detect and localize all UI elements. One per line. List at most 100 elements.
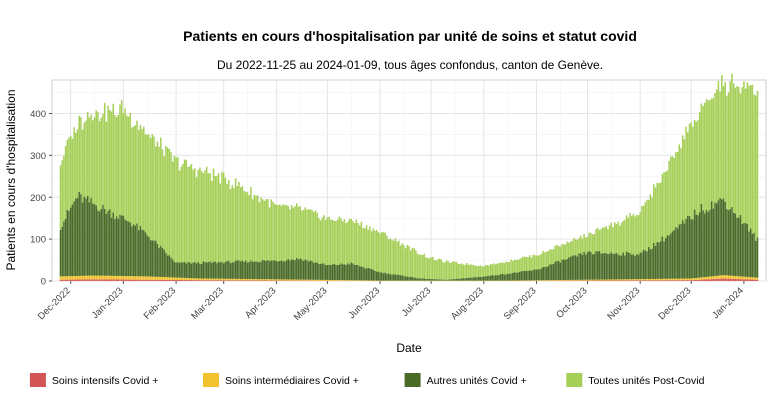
bar-segment <box>214 280 216 281</box>
bar-segment <box>729 275 732 279</box>
bar-segment <box>756 237 759 278</box>
bar-segment <box>586 252 589 280</box>
bar-segment <box>734 213 737 277</box>
bar-segment <box>314 262 317 280</box>
bar-segment <box>530 270 533 281</box>
bar-segment <box>715 275 718 279</box>
bar-segment <box>302 209 305 261</box>
bar-segment <box>267 279 269 281</box>
bar-segment <box>126 279 128 281</box>
bar-segment <box>296 257 298 280</box>
bar-segment <box>236 260 239 279</box>
bar-segment <box>204 170 206 262</box>
bar-segment <box>253 261 256 280</box>
bar-segment <box>234 280 237 281</box>
bar-segment <box>190 164 193 264</box>
bar-segment <box>144 276 147 280</box>
bar-segment <box>357 280 359 281</box>
bar-segment <box>180 166 182 263</box>
bar-segment <box>307 261 310 280</box>
bar-segment <box>755 277 757 280</box>
bar-segment <box>301 259 303 280</box>
bar-segment <box>177 277 179 280</box>
bar-segment <box>430 257 432 279</box>
bar-segment <box>523 256 526 271</box>
bar-segment <box>734 87 737 214</box>
bar-segment <box>296 279 298 281</box>
bar-segment <box>251 199 254 262</box>
bar-segment <box>678 144 681 225</box>
bar-segment <box>151 133 154 241</box>
bar-segment <box>607 280 609 281</box>
bar-segment <box>78 191 80 276</box>
bar-segment <box>131 226 133 277</box>
bar-segment <box>171 277 174 280</box>
bar-segment <box>98 275 101 280</box>
bar-segment <box>595 279 597 281</box>
bar-segment <box>256 280 259 281</box>
bar-segment <box>624 279 626 281</box>
bar-segment <box>219 262 222 279</box>
bar-segment <box>64 218 67 277</box>
bar-segment <box>302 260 305 280</box>
bar-segment <box>664 238 667 279</box>
bar-segment <box>715 203 718 276</box>
bar-segment <box>304 207 307 260</box>
bar-segment <box>75 198 77 277</box>
bar-segment <box>275 260 278 280</box>
bar-segment <box>183 277 186 281</box>
bar-segment <box>617 254 619 280</box>
bar-segment <box>369 226 371 269</box>
bar-segment <box>68 279 70 281</box>
bar-segment <box>695 214 698 278</box>
bar-segment <box>154 240 157 277</box>
bar-segment <box>744 88 747 223</box>
bar-segment <box>727 275 730 279</box>
bar-segment <box>66 209 69 277</box>
bar-segment <box>341 221 344 265</box>
bar-segment <box>103 275 106 280</box>
bar-segment <box>110 275 113 280</box>
bar-segment <box>386 273 388 281</box>
bar-segment <box>508 262 511 274</box>
bar-segment <box>710 98 713 202</box>
bar-segment <box>78 279 80 281</box>
bar-segment <box>647 199 650 248</box>
bar-segment <box>246 279 249 281</box>
bar-segment <box>729 208 732 276</box>
bar-segment <box>279 260 281 280</box>
bar-segment <box>676 278 679 281</box>
bar-segment <box>746 82 749 224</box>
bar-segment <box>253 279 256 281</box>
bar-segment <box>552 263 555 281</box>
bar-segment <box>712 276 715 280</box>
bar-segment <box>251 280 254 281</box>
bar-segment <box>687 132 689 217</box>
bar-segment <box>324 279 327 281</box>
bar-segment <box>641 280 643 281</box>
bar-segment <box>731 278 733 281</box>
bar-segment <box>421 278 424 281</box>
bar-segment <box>168 149 171 256</box>
bar-segment <box>705 276 708 280</box>
bar-segment <box>505 261 507 275</box>
bar-segment <box>350 280 352 281</box>
bar-segment <box>90 279 92 281</box>
bar-segment <box>457 263 460 279</box>
bar-segment <box>61 279 63 281</box>
bar-segment <box>309 260 312 280</box>
bar-segment <box>688 123 691 217</box>
bar-segment <box>263 279 266 281</box>
bar-segment <box>602 227 604 254</box>
bar-segment <box>401 243 403 276</box>
bar-segment <box>634 216 636 256</box>
bar-segment <box>362 227 364 267</box>
bar-segment <box>338 280 341 281</box>
bar-segment <box>539 254 541 270</box>
bar-segment <box>229 263 232 279</box>
bar-segment <box>479 265 482 277</box>
bar-segment <box>721 275 723 279</box>
bar-segment <box>437 259 439 280</box>
bar-segment <box>345 264 347 281</box>
bar-segment <box>540 280 543 281</box>
